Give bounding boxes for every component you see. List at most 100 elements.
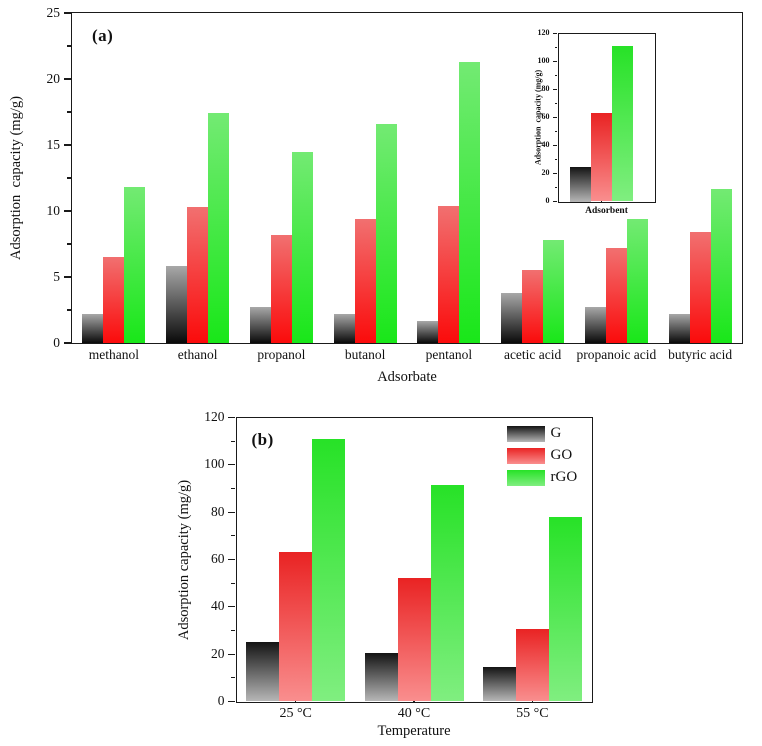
y-axis-tick (63, 342, 71, 344)
y-axis-tick (228, 700, 235, 703)
bar-panel_b-rGO-2 (430, 484, 464, 702)
y-axis-tick (231, 440, 235, 442)
bar-panel_b-G-3 (482, 667, 516, 702)
y-axis-tick (228, 558, 235, 561)
y-tick-label: 5 (53, 268, 60, 284)
bar-panel_a-G-8 (668, 313, 690, 343)
bar-panel_a-G-1 (82, 313, 104, 343)
bar-panel_a-GO-5 (438, 205, 460, 343)
y-tick-label: 60 (211, 551, 225, 567)
y-axis-tick (231, 582, 235, 584)
bar-panel_b-GO-1 (279, 552, 313, 702)
y-axis-tick (231, 487, 235, 490)
y-axis-tick (553, 200, 557, 203)
bar-panel_a-G-7 (584, 307, 606, 343)
panel-b-label: (b) (251, 429, 274, 449)
x-tick-label: propanoic acid (576, 347, 657, 362)
bar-panel_a-rGO-6 (543, 240, 565, 343)
y-axis-tick (553, 88, 557, 91)
y-axis-tick (231, 535, 235, 537)
y-axis-tick (554, 158, 557, 161)
y-axis-tick (554, 130, 557, 133)
y-tick-label: 100 (537, 56, 550, 66)
y-tick-label: 40 (541, 140, 550, 150)
bar-panel_a-G-6 (501, 292, 523, 343)
y-axis-tick (66, 243, 71, 245)
y-axis-tick (231, 677, 235, 679)
bar-panel_a-rGO-1 (124, 187, 146, 343)
bar-panel_a-GO-7 (605, 247, 627, 343)
bar-panel_a-G-2 (166, 266, 188, 343)
y-axis-tick (66, 309, 71, 311)
inset-plot-area: Adsorbent 0 20 40 60 80 100 120 (538, 29, 656, 216)
y-tick-label: 20 (541, 168, 550, 178)
bar-inset-rGO-1 (611, 46, 633, 202)
bar-panel_b-GO-2 (397, 578, 431, 702)
bar-panel_a-rGO-8 (710, 188, 732, 343)
y-tick-label: 0 (217, 693, 225, 709)
legend-label-rgo: rGO (550, 468, 578, 485)
bar-panel_a-GO-4 (354, 218, 376, 343)
bar-panel_a-rGO-2 (208, 113, 230, 343)
y-axis-tick (553, 172, 557, 175)
x-tick-label: 55 °C (516, 705, 549, 721)
y-tick-label: 0 (545, 196, 550, 206)
y-tick-label: 100 (204, 456, 225, 472)
bar-panel_b-rGO-3 (548, 516, 582, 702)
y-axis-tick (228, 606, 235, 608)
bar-panel_a-rGO-3 (291, 151, 313, 343)
y-axis-tick (228, 464, 235, 466)
y-axis-tick (63, 78, 71, 80)
y-axis-tick (554, 102, 557, 105)
y-axis-tick (63, 276, 71, 278)
panel-a-x-axis-label: Adsorbate (377, 369, 437, 385)
bar-panel_b-G-1 (246, 642, 280, 702)
y-tick-label: 25 (46, 4, 61, 20)
bar-panel_b-G-2 (364, 652, 398, 702)
panel-b-plot-area: (b) Temperature G GO rGO 0 20 40 60 80 100 120… (204, 410, 593, 739)
bar-panel_a-GO-3 (270, 234, 292, 343)
x-tick-label: methanol (88, 347, 139, 362)
y-tick-label: 20 (211, 645, 225, 661)
bar-panel_a-rGO-5 (459, 61, 481, 343)
inset-x-axis-label: Adsorbent (585, 205, 628, 216)
y-tick-label: 15 (46, 136, 61, 152)
bar-panel_a-GO-8 (689, 232, 711, 343)
x-tick-label: 40 °C (397, 705, 431, 721)
panel-a-y-axis-label: Adsorption capacity (mg/g) (8, 96, 24, 260)
bar-inset-G-1 (570, 166, 592, 202)
y-tick-label: 80 (211, 503, 225, 519)
bar-panel_a-G-5 (417, 320, 439, 343)
y-axis-tick (231, 629, 235, 632)
bar-panel_a-GO-1 (103, 257, 125, 343)
y-axis-tick (554, 186, 557, 189)
bar-panel_b-rGO-1 (312, 438, 346, 702)
y-axis-tick (66, 45, 71, 47)
x-tick-label: ethanol (177, 347, 218, 362)
x-tick-label: butanol (344, 347, 386, 362)
bar-panel_a-rGO-7 (626, 218, 648, 343)
y-axis-tick (63, 144, 71, 146)
y-axis-tick (553, 32, 557, 35)
x-tick-label: butyric acid (668, 347, 733, 362)
y-tick-label: 60 (541, 112, 550, 122)
y-tick-label: 10 (46, 202, 61, 218)
bar-panel_a-G-3 (249, 307, 271, 343)
y-axis-tick (66, 177, 71, 179)
legend-label-go: GO (550, 446, 573, 463)
y-tick-label: 80 (541, 84, 550, 94)
y-axis-tick (63, 210, 71, 212)
x-tick-label: acetic acid (503, 347, 562, 362)
bar-inset-GO-1 (591, 113, 612, 202)
y-axis-tick (228, 416, 235, 419)
y-tick-label: 20 (46, 70, 61, 86)
bar-panel_a-GO-6 (522, 270, 544, 343)
y-axis-tick (228, 653, 235, 655)
x-tick-label: propanol (257, 347, 306, 362)
y-axis-tick (553, 116, 557, 119)
x-tick-label: 25 °C (279, 705, 312, 721)
y-axis-tick (553, 60, 557, 63)
bar-panel_a-rGO-4 (375, 123, 397, 343)
bar-panel_b-GO-3 (515, 629, 549, 702)
y-axis-tick (554, 46, 557, 49)
